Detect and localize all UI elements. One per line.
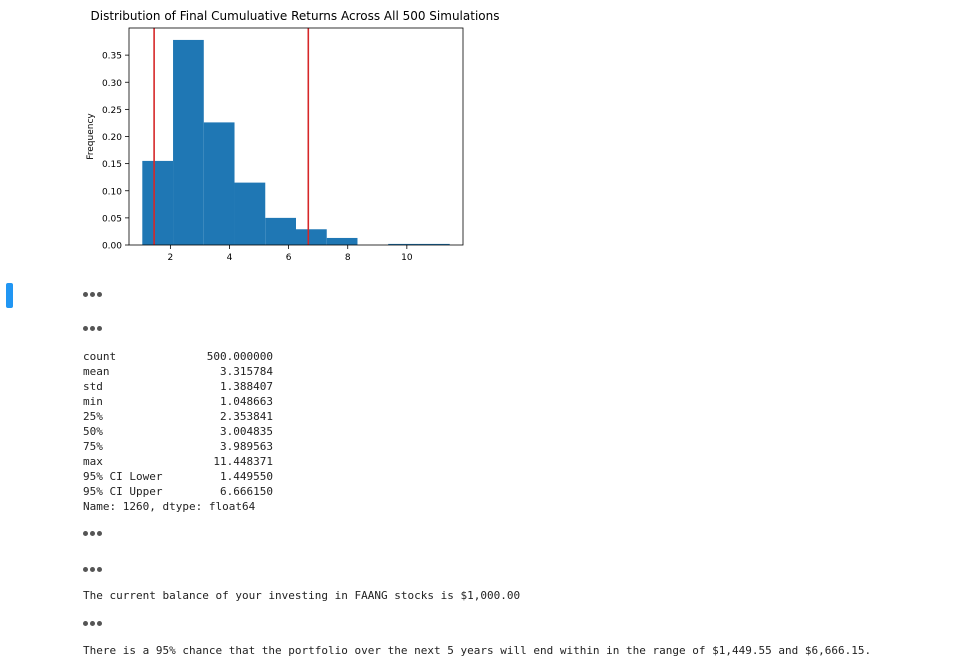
collapsed-output-ellipsis[interactable] [83, 289, 104, 299]
stat-value: 11.448371 [213, 455, 273, 468]
stats-summary-output: count 500.000000 mean 3.315784 std 1.388407 mi… [83, 349, 273, 514]
y-tick-label: 0.00 [102, 242, 122, 252]
histogram-bar [326, 237, 358, 245]
x-tick-label: 6 [286, 253, 292, 263]
stat-key: 95% CI Lower [83, 470, 163, 483]
stat-value: 1.449550 [220, 470, 273, 483]
stat-value: 3.004835 [220, 425, 273, 438]
stat-key: 50% [83, 425, 103, 438]
y-tick-label: 0.25 [102, 106, 122, 116]
y-tick-label: 0.10 [102, 187, 122, 197]
stat-key: min [83, 395, 103, 408]
histogram-bar [234, 182, 266, 245]
x-tick-label: 4 [227, 253, 233, 263]
stat-key: mean [83, 365, 110, 378]
y-axis-label: Frequency [86, 113, 96, 160]
stats-footer: Name: 1260, dtype: float64 [83, 500, 256, 513]
balance-output-text: The current balance of your investing in… [83, 589, 521, 602]
y-tick-label: 0.30 [102, 79, 122, 89]
y-tick-label: 0.35 [102, 52, 122, 62]
stat-row: mean 3.315784 [83, 364, 273, 379]
x-tick-label: 10 [401, 253, 413, 263]
histogram-bar [388, 243, 419, 245]
stat-row: max 11.448371 [83, 454, 273, 469]
collapsed-output-ellipsis[interactable] [83, 528, 104, 538]
stat-value: 3.989563 [220, 440, 273, 453]
y-tick-label: 0.05 [102, 214, 122, 224]
collapsed-output-ellipsis[interactable] [83, 618, 104, 628]
stat-key: 95% CI Upper [83, 485, 163, 498]
histogram-bar [296, 229, 327, 245]
stat-key: count [83, 350, 117, 363]
stat-row: count 500.000000 [83, 349, 273, 364]
histogram-bar [418, 243, 450, 245]
active-cell-indicator[interactable] [6, 283, 13, 308]
x-tick-label: 2 [168, 253, 174, 263]
stat-key: 75% [83, 440, 103, 453]
stat-row: min 1.048663 [83, 394, 273, 409]
histogram-bar [265, 217, 296, 245]
histogram-bar [173, 39, 204, 246]
y-tick-label: 0.20 [102, 133, 122, 143]
stat-value: 6.666150 [220, 485, 273, 498]
collapsed-output-ellipsis[interactable] [83, 564, 104, 574]
chart-title: Distribution of Final Cumuluative Return… [90, 9, 500, 23]
stat-row: 95% CI Lower 1.449550 [83, 469, 273, 484]
stat-row: 25% 2.353841 [83, 409, 273, 424]
histogram-bar [203, 122, 235, 245]
stat-key: max [83, 455, 103, 468]
stat-value: 1.048663 [220, 395, 273, 408]
stat-row: std 1.388407 [83, 379, 273, 394]
stat-key: 25% [83, 410, 103, 423]
stat-key: std [83, 380, 103, 393]
stat-row: 50% 3.004835 [83, 424, 273, 439]
histogram-bar [142, 160, 174, 245]
stat-value: 2.353841 [220, 410, 273, 423]
stat-value: 1.388407 [220, 380, 273, 393]
stat-value: 500.000000 [206, 350, 273, 363]
histogram-chart: 0.00 0.05 0.10 0.15 0.20 0.25 0.30 0.35 2 4 6 8 10 Fr… [86, 27, 464, 263]
x-tick-label: 8 [345, 253, 351, 263]
collapsed-output-ellipsis[interactable] [83, 323, 104, 333]
stat-row: 95% CI Upper 6.666150 [83, 484, 273, 499]
stat-row: 75% 3.989563 [83, 439, 273, 454]
range-output-text: There is a 95% chance that the portfolio… [83, 644, 872, 657]
stat-value: 3.315784 [220, 365, 273, 378]
y-tick-label: 0.15 [102, 160, 122, 170]
